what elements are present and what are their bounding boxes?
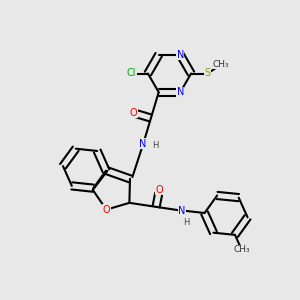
Text: S: S <box>205 68 211 79</box>
Text: Cl: Cl <box>127 68 136 79</box>
Text: H: H <box>152 141 159 150</box>
Text: N: N <box>177 87 184 97</box>
Text: O: O <box>156 185 163 195</box>
Text: N: N <box>178 206 186 216</box>
Text: N: N <box>140 139 147 149</box>
Text: CH₃: CH₃ <box>213 60 230 69</box>
Text: N: N <box>177 50 184 60</box>
Text: CH₃: CH₃ <box>233 245 250 254</box>
Text: O: O <box>130 108 137 118</box>
Text: H: H <box>183 218 189 227</box>
Text: O: O <box>103 205 110 215</box>
